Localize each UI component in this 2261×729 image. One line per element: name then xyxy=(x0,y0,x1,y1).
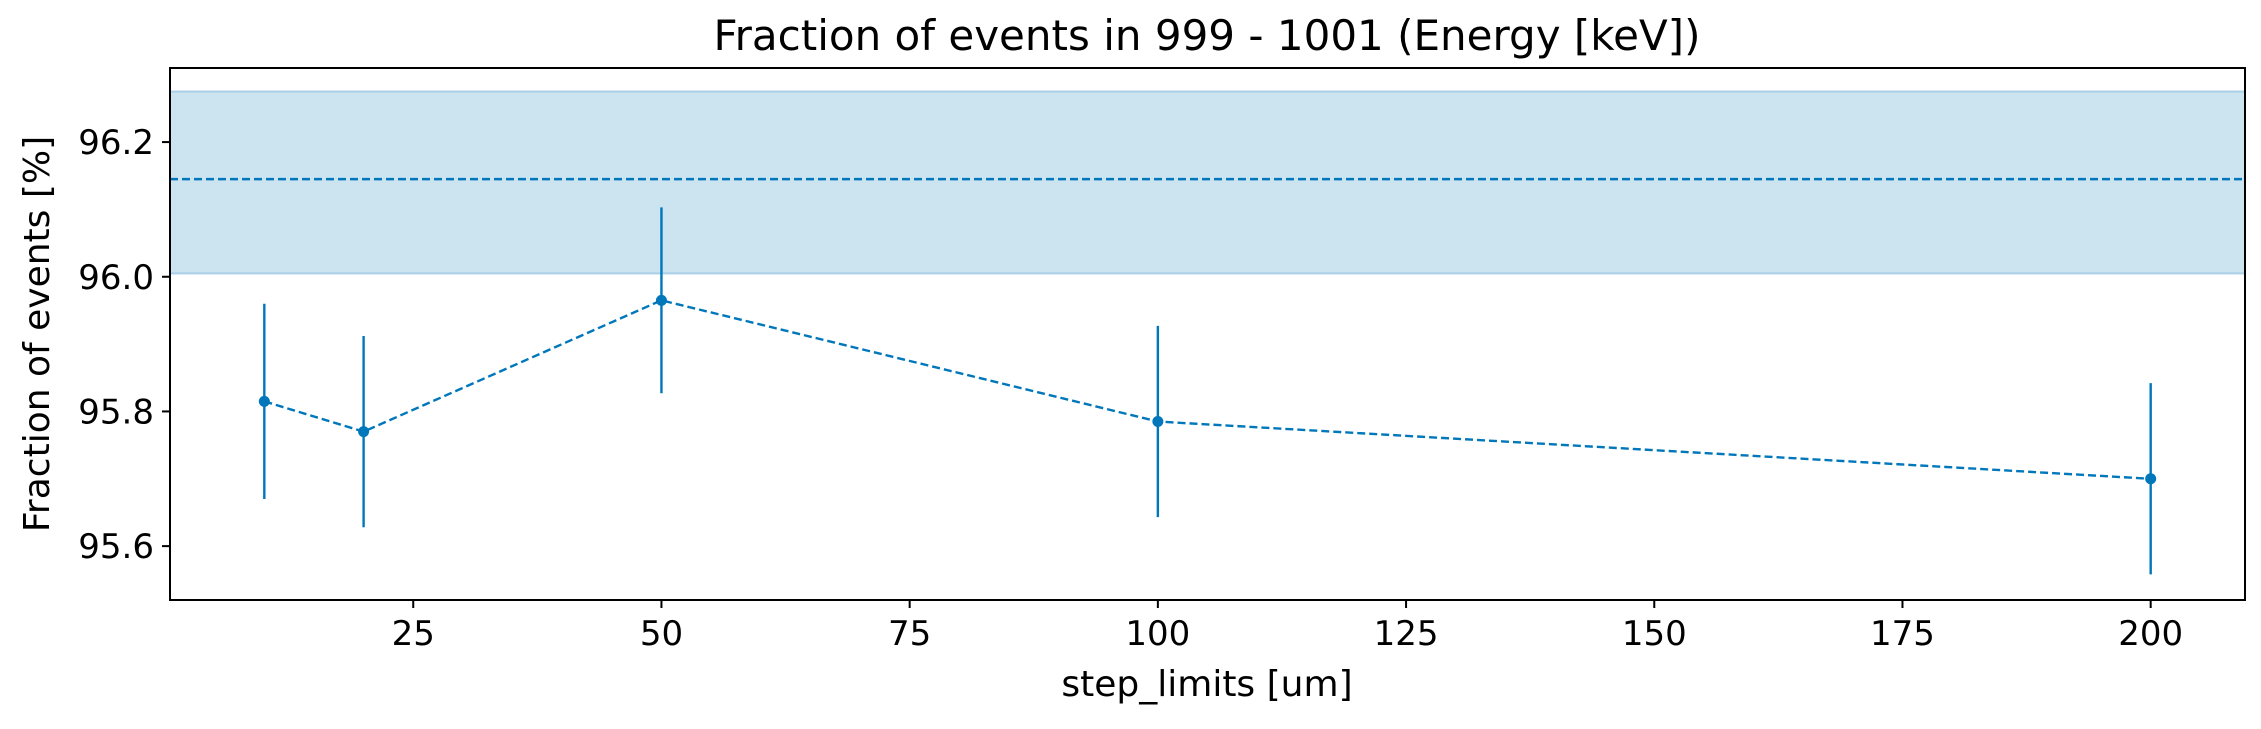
x-tick-label: 25 xyxy=(392,614,435,654)
data-point xyxy=(358,426,370,438)
y-axis-ticks: 95.6 95.8 96.0 96.2 xyxy=(78,123,170,567)
x-tick-label: 75 xyxy=(888,614,931,654)
reference-band-layer xyxy=(169,90,2246,275)
series-layer xyxy=(258,207,2157,575)
x-tick-label: 125 xyxy=(1374,614,1439,654)
x-tick-label: 100 xyxy=(1125,614,1190,654)
reference-band xyxy=(169,90,2246,275)
x-tick-label: 150 xyxy=(1622,614,1687,654)
x-tick-label: 175 xyxy=(1870,614,1935,654)
y-tick-label: 95.6 xyxy=(78,527,154,567)
plot-frame xyxy=(169,67,2246,601)
y-tick-label: 96.0 xyxy=(78,258,154,298)
data-point xyxy=(1152,416,1164,428)
x-axis-ticks: 25 50 75 100 125 150 175 200 xyxy=(392,600,2183,654)
x-axis-label: step_limits [um] xyxy=(1061,664,1352,705)
data-point xyxy=(2145,473,2157,485)
x-tick-label: 50 xyxy=(640,614,683,654)
y-axis-label: Fraction of events [%] xyxy=(17,136,58,532)
data-point xyxy=(258,395,270,407)
y-tick-label: 96.2 xyxy=(78,123,154,163)
x-tick-label: 200 xyxy=(2118,614,2183,654)
data-point xyxy=(655,294,667,306)
chart-title: Fraction of events in 999 - 1001 (Energy… xyxy=(714,11,1701,60)
y-tick-label: 95.8 xyxy=(78,392,154,432)
